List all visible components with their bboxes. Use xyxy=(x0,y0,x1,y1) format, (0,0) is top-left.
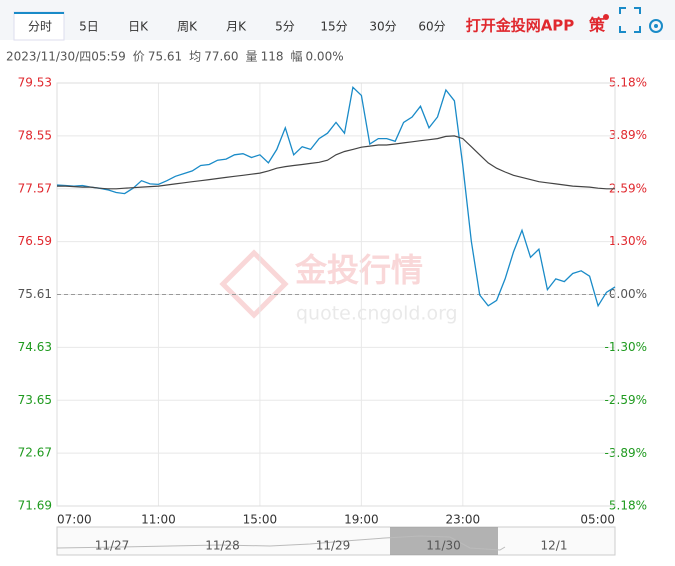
tab[interactable]: 日K xyxy=(128,20,149,34)
info-avg-label: 均 xyxy=(189,50,201,64)
y2-tick-label: 5.18% xyxy=(609,76,647,90)
y-tick-label: 74.63 xyxy=(18,340,52,354)
price-line xyxy=(56,85,616,308)
navigator-date: 11/28 xyxy=(205,539,240,553)
settings-icon xyxy=(654,24,658,28)
info-price-label: 价 xyxy=(133,50,145,64)
settings-button[interactable] xyxy=(649,19,663,33)
y2-tick-label: 0.00% xyxy=(609,287,647,301)
y2-tick-label: 2.59% xyxy=(609,181,647,195)
info-volume-label: 量 xyxy=(246,50,258,64)
watermark-url: quote.cngold.org xyxy=(296,303,458,325)
strategy-button[interactable]: 策 xyxy=(588,16,606,35)
x-tick-label: 11:00 xyxy=(141,513,176,527)
notice-dot xyxy=(603,14,609,20)
y2-tick-label: -1.30% xyxy=(605,340,647,354)
app-link[interactable]: 打开金投网APP xyxy=(466,17,575,35)
x-tick-label: 07:00 xyxy=(57,513,92,527)
x-tick-label: 05:00 xyxy=(580,513,615,527)
info-range: 0.00% xyxy=(305,50,343,64)
y2-tick-label: 1.30% xyxy=(609,234,647,248)
tab[interactable]: 15分 xyxy=(320,20,347,34)
y2-tick-label: 3.89% xyxy=(609,128,647,142)
y-tick-label: 71.69 xyxy=(18,499,52,513)
info-price: 75.61 xyxy=(148,50,182,64)
toolbar xyxy=(0,0,675,40)
y-tick-label: 79.53 xyxy=(18,76,52,90)
tab[interactable]: 60分 xyxy=(418,20,445,34)
tab[interactable]: 30分 xyxy=(369,20,396,34)
navigator[interactable] xyxy=(56,526,616,556)
tab[interactable]: 周K xyxy=(177,20,198,34)
y2-tick-label: -3.89% xyxy=(605,446,647,460)
navigator-date: 12/1 xyxy=(541,539,568,553)
navigator-window[interactable] xyxy=(390,527,498,555)
x-tick-label: 23:00 xyxy=(446,513,481,527)
tab[interactable]: 5分 xyxy=(275,20,295,34)
tab[interactable]: 月K xyxy=(226,20,247,34)
navigator-date: 11/27 xyxy=(95,539,130,553)
info-volume: 118 xyxy=(261,50,284,64)
average-line xyxy=(57,135,615,190)
y-tick-label: 76.59 xyxy=(18,234,52,248)
y-tick-label: 77.57 xyxy=(18,181,52,195)
watermark-name: 金投行情 xyxy=(294,251,423,289)
info-range-label: 幅 xyxy=(290,49,302,64)
info-avg: 77.60 xyxy=(204,50,238,64)
info-time: 2023/11/30/四05:59 xyxy=(6,50,126,64)
y2-tick-label: -2.59% xyxy=(605,393,647,407)
navigator-date: 11/29 xyxy=(316,539,351,553)
y-tick-label: 75.61 xyxy=(18,287,52,301)
y-tick-label: 72.67 xyxy=(18,446,52,460)
tab[interactable]: 分时 xyxy=(28,20,52,34)
x-tick-label: 15:00 xyxy=(243,513,278,527)
active-tab xyxy=(13,11,65,41)
tab[interactable]: 5日 xyxy=(79,20,99,34)
navigator-date: 11/30 xyxy=(426,539,461,553)
active-tab-bar xyxy=(14,12,64,14)
navigator-line xyxy=(56,535,506,551)
watermark: 金投行情 quote.cngold.org xyxy=(219,249,458,325)
fullscreen-button[interactable] xyxy=(619,7,641,33)
y-tick-label: 78.55 xyxy=(18,128,52,142)
x-tick-label: 19:00 xyxy=(344,513,379,527)
y-tick-label: 73.65 xyxy=(18,393,52,407)
